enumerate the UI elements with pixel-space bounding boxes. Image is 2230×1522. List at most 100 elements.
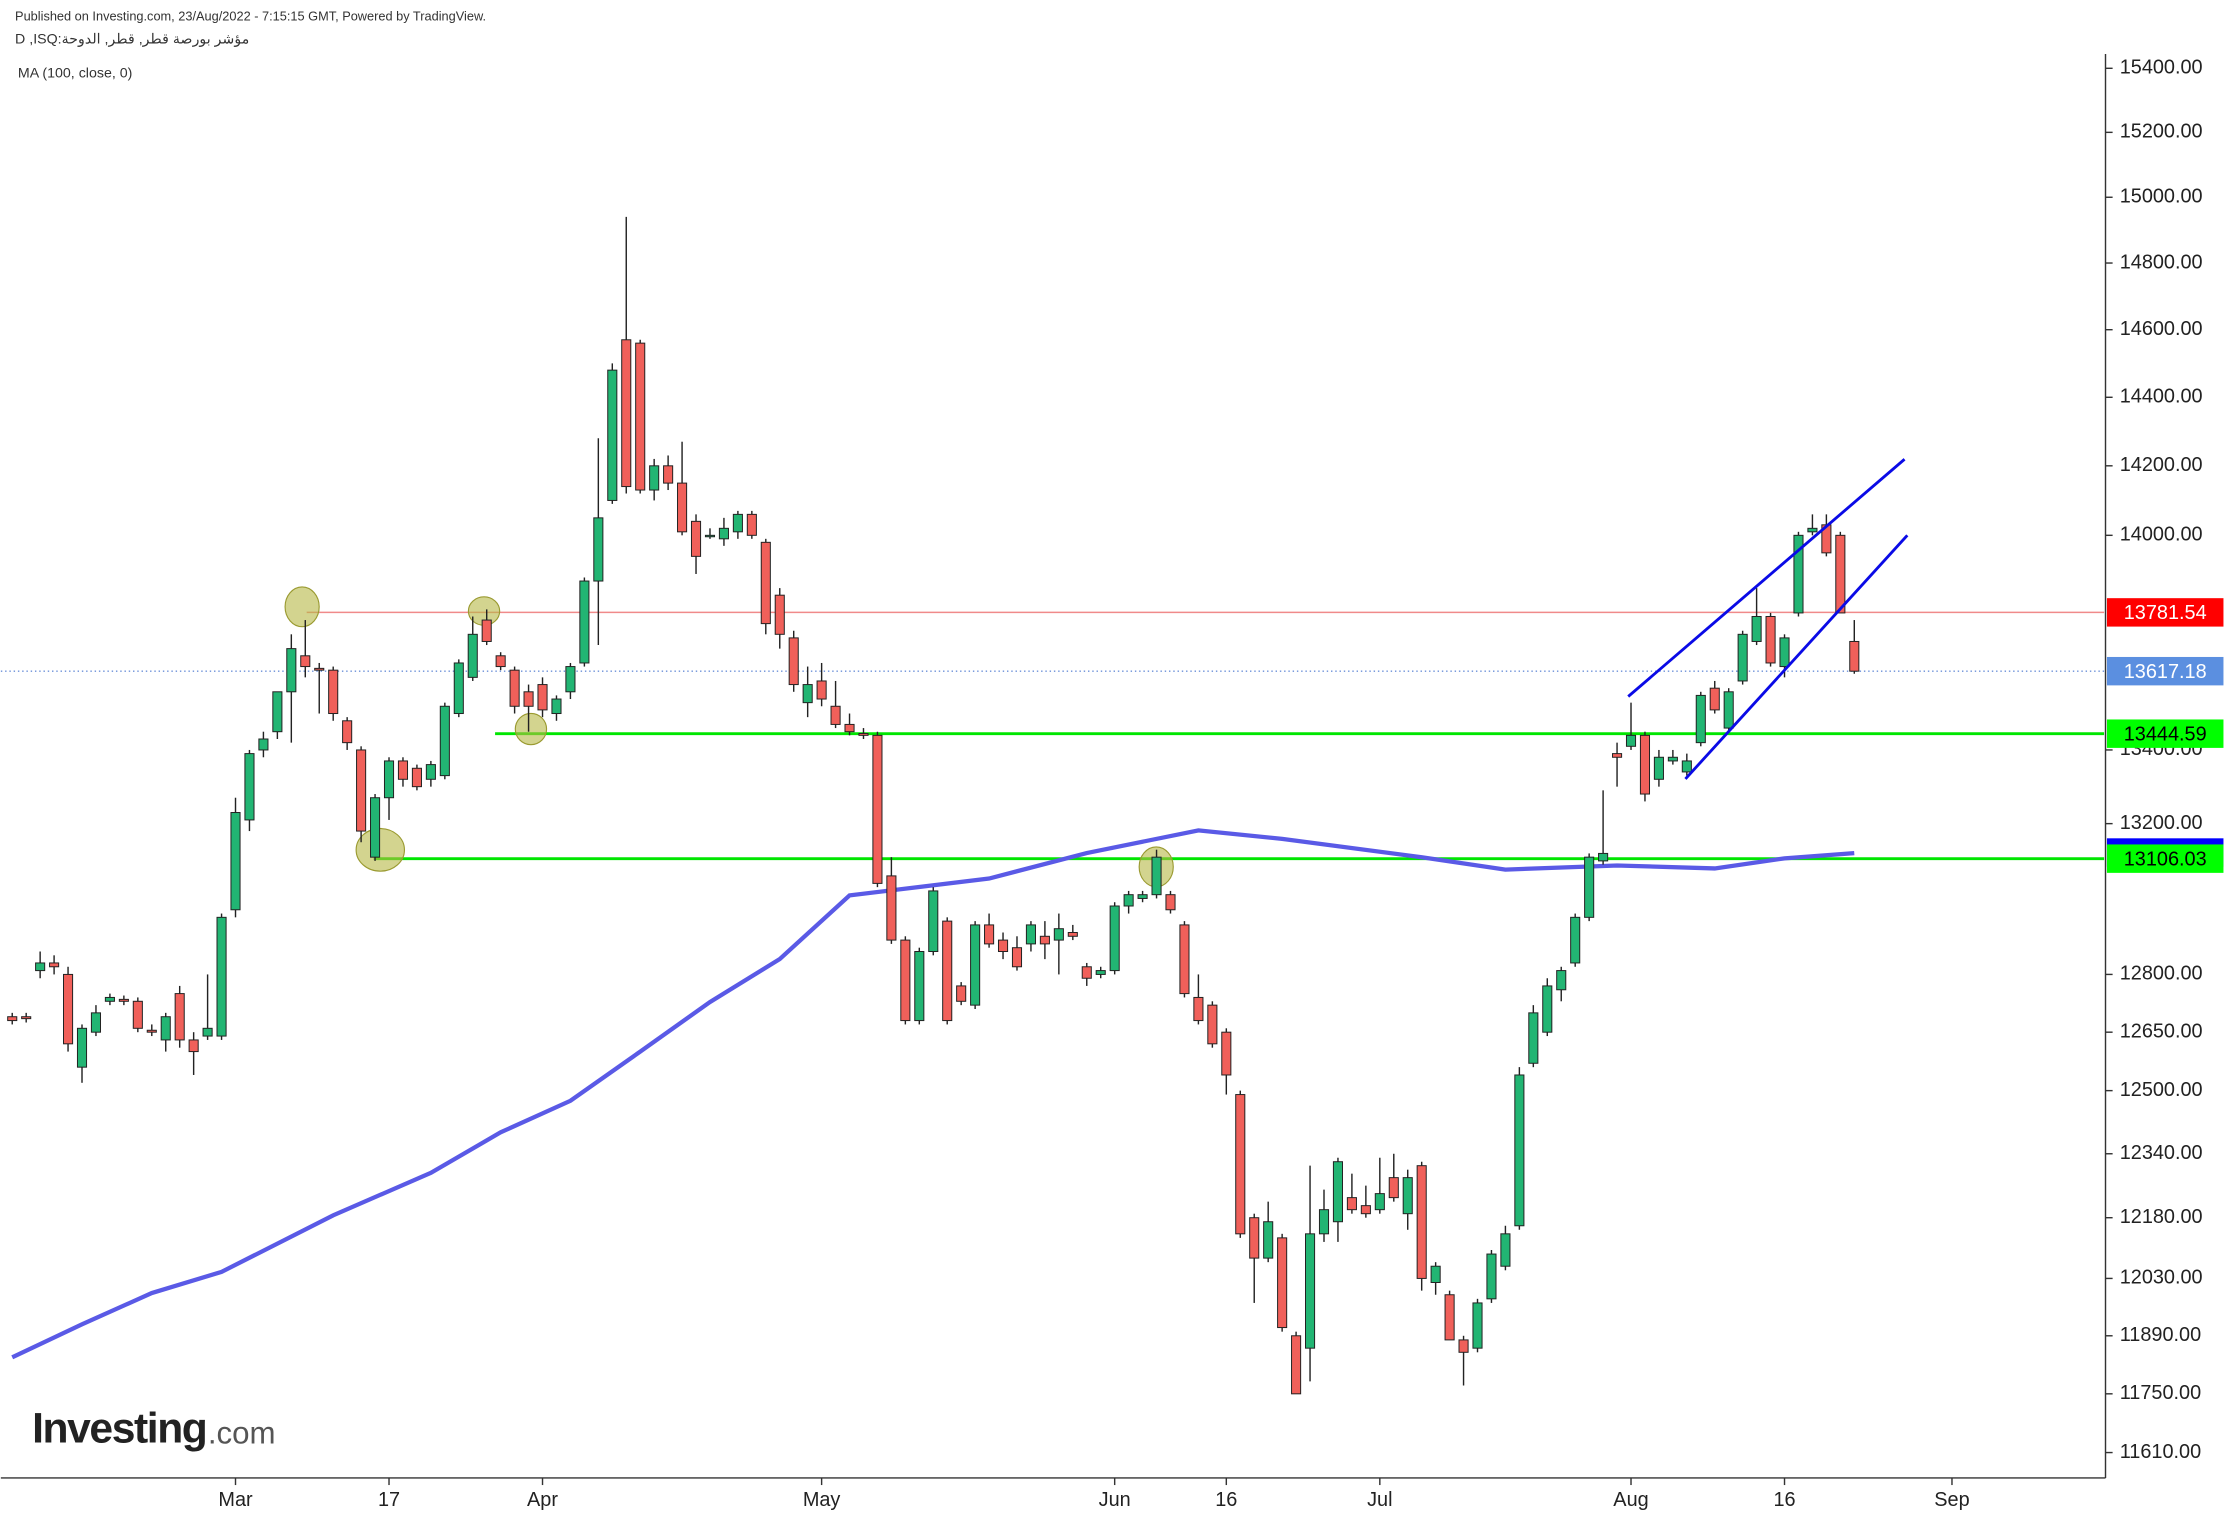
- price-label: 13106.03: [2124, 848, 2207, 870]
- candle-body: [537, 684, 548, 711]
- candle-body: [1584, 856, 1595, 918]
- candle-body: [425, 764, 436, 780]
- candle-body: [1849, 640, 1860, 672]
- candle-body: [1612, 753, 1623, 758]
- candle-body: [397, 760, 409, 780]
- y-tick-label: 14800.00: [2120, 251, 2203, 273]
- x-tick-label: Sep: [1934, 1489, 1969, 1511]
- candle-body: [1151, 856, 1162, 896]
- candle-body: [49, 962, 60, 968]
- candle-body: [1179, 924, 1190, 995]
- candle-body: [1625, 734, 1637, 747]
- candle-body: [90, 1012, 102, 1033]
- candle-body: [1123, 894, 1134, 907]
- candle-body: [1039, 935, 1050, 945]
- price-label: 13781.54: [2124, 602, 2207, 624]
- candle-body: [1277, 1237, 1288, 1329]
- price-label: 13617.18: [2124, 661, 2207, 683]
- y-tick-label: 14200.00: [2120, 454, 2203, 476]
- candle-body: [202, 1027, 213, 1037]
- candle-body: [1193, 996, 1204, 1022]
- candle-body: [244, 753, 255, 821]
- x-tick-label: May: [803, 1489, 841, 1511]
- highlight: [284, 586, 320, 628]
- candle-body: [788, 637, 799, 686]
- candle-body: [1081, 966, 1092, 979]
- candle-body: [1835, 534, 1846, 614]
- candle-body: [1221, 1031, 1232, 1076]
- y-tick-label: 15200.00: [2120, 121, 2203, 143]
- y-tick-label: 12650.00: [2120, 1020, 2203, 1042]
- candle-body: [1472, 1302, 1483, 1349]
- candle-body: [1291, 1335, 1302, 1395]
- candle-body: [523, 691, 534, 707]
- candle-body: [230, 812, 241, 911]
- price-label: 13444.59: [2124, 723, 2207, 745]
- candle-body: [1318, 1209, 1330, 1235]
- y-tick-label: 11610.00: [2120, 1441, 2201, 1463]
- candle-body: [272, 691, 283, 733]
- candle-body: [1542, 985, 1553, 1033]
- symbol: D ,ISQ:مؤشر بورصة قطر, قطر, الدوحة: [15, 32, 249, 48]
- candle-body: [1235, 1094, 1246, 1235]
- y-tick-label: 14000.00: [2120, 524, 2203, 546]
- published-note: Published on Investing.com, 23/Aug/2022 …: [15, 8, 486, 23]
- candle-body: [383, 760, 395, 799]
- logo: Investing .com: [32, 1404, 275, 1452]
- candle-body: [467, 633, 478, 678]
- candle-body: [942, 920, 953, 1022]
- y-tick-label: 11750.00: [2120, 1382, 2201, 1404]
- candle-body: [1109, 905, 1120, 972]
- candle-body: [1430, 1265, 1441, 1283]
- candle-body: [900, 939, 911, 1022]
- candle-body: [802, 684, 813, 704]
- candle-body: [1709, 687, 1720, 711]
- candle-body: [956, 985, 967, 1002]
- candle-body: [621, 339, 632, 488]
- candle-body: [718, 527, 729, 540]
- ma-line: [11, 828, 1855, 1360]
- candle-body: [439, 705, 450, 777]
- candle-body: [370, 797, 381, 858]
- candle-body: [35, 962, 46, 972]
- candle-body: [914, 951, 925, 1022]
- candle-body: [356, 749, 367, 832]
- candle-body: [677, 482, 688, 533]
- candle-body: [1723, 691, 1734, 729]
- candle-body: [844, 723, 855, 733]
- channel-line: [1684, 534, 1909, 780]
- candle-body: [774, 594, 785, 635]
- candle-body: [1402, 1177, 1413, 1215]
- candle-body: [858, 733, 869, 736]
- candle-body: [1011, 947, 1023, 968]
- candle-body: [1486, 1253, 1497, 1300]
- candle-body: [1346, 1197, 1357, 1211]
- price-label-box: [2106, 844, 2224, 873]
- y-tick-label: 12800.00: [2120, 963, 2203, 985]
- candle-body: [453, 662, 464, 715]
- candle-body: [1444, 1294, 1455, 1341]
- candle-body: [579, 580, 590, 664]
- candle-body: [1207, 1004, 1218, 1045]
- candle-body: [328, 669, 339, 715]
- candle-body: [565, 666, 576, 693]
- x-tick-label: 16: [1773, 1489, 1795, 1511]
- candle-body: [411, 767, 422, 788]
- candle-body: [1416, 1165, 1427, 1279]
- logo-suffix: .com: [208, 1416, 276, 1451]
- candle-body: [7, 1016, 18, 1022]
- candle-body: [760, 541, 771, 625]
- candle-body: [1500, 1233, 1511, 1267]
- candle-body: [1360, 1205, 1371, 1215]
- candle-body: [704, 534, 716, 538]
- candle-body: [1374, 1193, 1385, 1211]
- candle-body: [872, 734, 883, 884]
- candle-body: [76, 1027, 88, 1068]
- candle-body: [286, 648, 297, 693]
- price-label-box: [2106, 719, 2224, 748]
- highlight: [514, 712, 548, 746]
- candle-body: [188, 1039, 199, 1053]
- candle-body: [132, 1000, 143, 1029]
- x-tick-label: Apr: [527, 1489, 558, 1511]
